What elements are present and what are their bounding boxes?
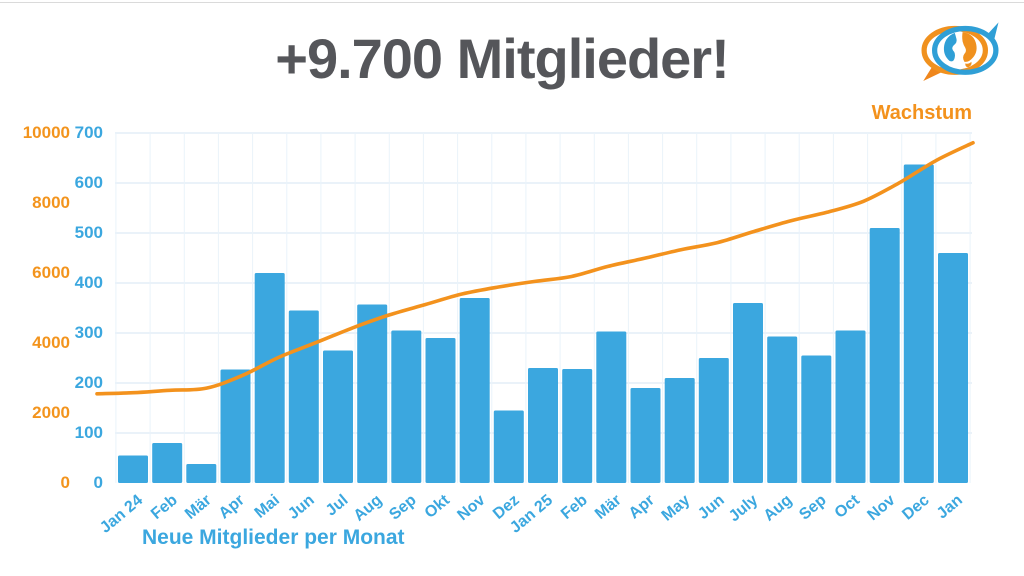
globe-blue-continent bbox=[943, 32, 957, 62]
bar-Dez bbox=[493, 410, 524, 483]
globe-orange-islet bbox=[965, 61, 972, 68]
bar-Feb bbox=[562, 369, 593, 483]
bar-Nov bbox=[869, 228, 900, 483]
bar-Jul bbox=[323, 350, 353, 483]
bar-July bbox=[733, 303, 763, 483]
y-axis-tick-growth: 8000 bbox=[32, 193, 70, 212]
y-axis-tick-members: 0 bbox=[93, 473, 103, 492]
y-axis-tick-members: 400 bbox=[74, 273, 103, 292]
y-axis-tick-members: 200 bbox=[74, 373, 103, 392]
bar-Mai bbox=[254, 273, 285, 483]
bar-May bbox=[664, 378, 695, 483]
bar-Mär bbox=[186, 464, 217, 483]
bar-Jan bbox=[938, 253, 968, 483]
bar-Nov bbox=[459, 298, 490, 483]
bar-Jun bbox=[698, 358, 729, 483]
y-axis-tick-members: 500 bbox=[74, 223, 103, 242]
bar-Aug bbox=[767, 336, 798, 483]
bar-Jun bbox=[288, 310, 319, 483]
y-axis-tick-growth: 10000 bbox=[22, 123, 70, 142]
globe-speech-bubbles-logo bbox=[921, 22, 999, 81]
y-axis-tick-members: 700 bbox=[74, 123, 103, 142]
bar-Okt bbox=[425, 338, 456, 483]
globe-icon bbox=[941, 32, 979, 69]
y-axis-tick-growth: 4000 bbox=[32, 333, 70, 352]
bar-Mär bbox=[596, 331, 627, 483]
bar-Jan25 bbox=[528, 368, 558, 483]
bar-Aug bbox=[357, 304, 388, 483]
y-axis-tick-growth: 0 bbox=[60, 473, 70, 492]
y-axis-tick-members: 600 bbox=[74, 173, 103, 192]
bar-series-label: Neue Mitglieder per Monat bbox=[142, 526, 405, 549]
y-axis-tick-growth: 6000 bbox=[32, 263, 70, 282]
page-title: +9.700 Mitglieder! bbox=[275, 27, 730, 90]
bar-Oct bbox=[835, 330, 866, 483]
bar-Sep bbox=[391, 330, 422, 483]
bar-Dec bbox=[903, 164, 934, 483]
top-border-line bbox=[0, 2, 1024, 3]
line-series-label: Wachstum bbox=[871, 102, 972, 124]
bar-Feb bbox=[152, 443, 183, 483]
y-axis-tick-members: 300 bbox=[74, 323, 103, 342]
bar-Jan24 bbox=[118, 455, 148, 483]
bar-Apr bbox=[630, 388, 661, 483]
y-axis-tick-members: 100 bbox=[74, 423, 103, 442]
bar-Sep bbox=[801, 355, 832, 483]
growth-line bbox=[95, 141, 975, 396]
blue-speech-bubble bbox=[932, 22, 999, 75]
y-axis-tick-growth: 2000 bbox=[32, 403, 70, 422]
bar-Apr bbox=[220, 369, 251, 483]
globe-orange-continent bbox=[962, 32, 977, 62]
